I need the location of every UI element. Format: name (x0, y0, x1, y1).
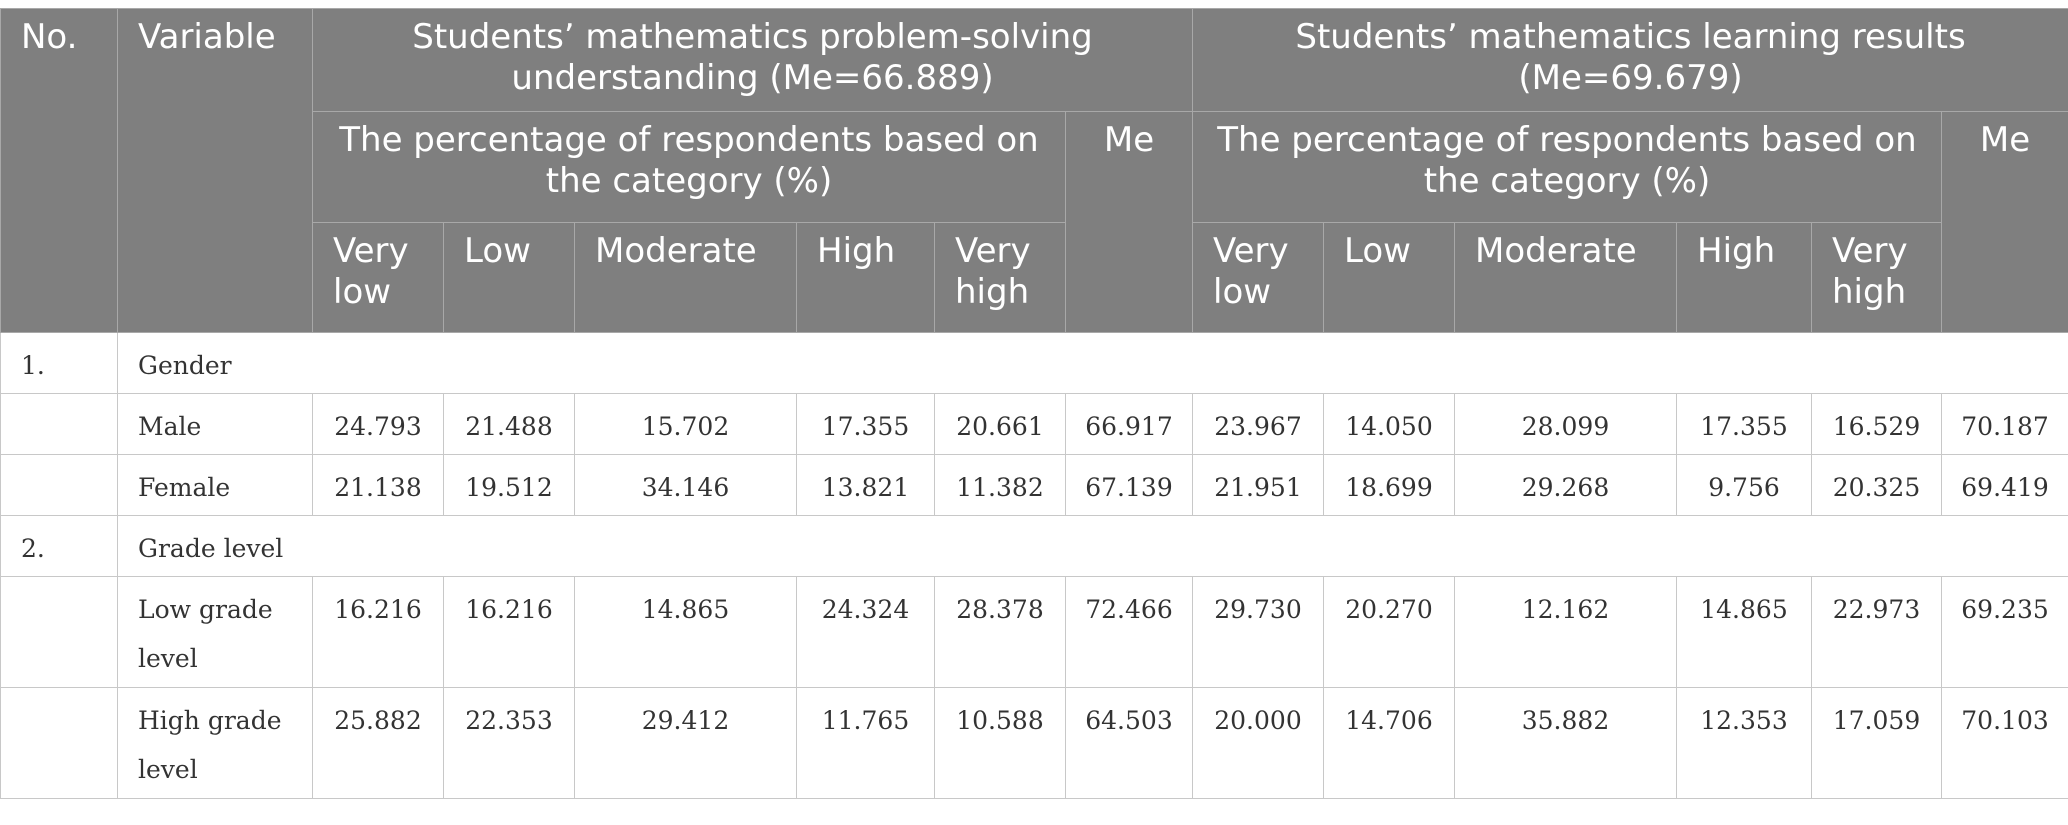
section-number: 2. (0, 515, 118, 577)
section-label: Gender (116, 332, 2068, 394)
value-cell: 14.865 (574, 576, 797, 688)
value-cell: 19.512 (443, 454, 575, 516)
header-very-low-2: Very low (1192, 222, 1324, 333)
variable-label: Female (117, 454, 313, 516)
header-me-2: Me (1940, 111, 2068, 333)
header-high-1: High (796, 222, 935, 333)
header-low-1: Low (443, 222, 575, 333)
header-me-1: Me (1065, 111, 1193, 333)
table-row: Male 24.793 21.488 15.702 17.355 20.661 66.917… (0, 393, 2068, 455)
value-cell: 21.951 (1192, 454, 1324, 516)
header-variable: Variable (117, 8, 313, 333)
value-cell: 72.466 (1065, 576, 1193, 688)
value-cell: 29.730 (1192, 576, 1324, 688)
value-cell: 21.488 (443, 393, 575, 455)
section-number: 1. (0, 332, 118, 394)
value-cell: 14.050 (1323, 393, 1455, 455)
value-cell: 25.882 (312, 687, 444, 799)
variable-label: High grade level (117, 687, 313, 799)
value-cell: 70.187 (1940, 393, 2068, 455)
table-row: High grade level 25.882 22.353 29.412 11.765… (0, 687, 2068, 799)
table-body: 1. Gender Male 24.793 21.488 15.702 17.355 20.6… (0, 332, 2068, 799)
value-cell: 20.270 (1323, 576, 1455, 688)
value-cell: 66.917 (1065, 393, 1193, 455)
value-cell: 10.588 (934, 687, 1066, 799)
value-cell: 21.138 (312, 454, 444, 516)
value-cell: 64.503 (1065, 687, 1193, 799)
header-learning-results-group: Students’ mathematics learning results (… (1191, 8, 2068, 112)
section-row: 2. Grade level (0, 515, 2068, 577)
value-cell: 17.059 (1811, 687, 1942, 799)
value-cell: 20.000 (1192, 687, 1324, 799)
value-cell: 20.325 (1811, 454, 1942, 516)
section-row: 1. Gender (0, 332, 2068, 394)
header-low-2: Low (1323, 222, 1455, 333)
header-high-2: High (1676, 222, 1812, 333)
value-cell: 18.699 (1323, 454, 1455, 516)
value-cell: 20.661 (934, 393, 1066, 455)
value-cell: 17.355 (1676, 393, 1812, 455)
header-moderate-2: Moderate (1454, 222, 1677, 333)
value-cell: 16.216 (443, 576, 575, 688)
value-cell: 13.821 (796, 454, 935, 516)
header-no: No. (0, 8, 118, 333)
value-cell: 22.973 (1811, 576, 1942, 688)
value-cell: 9.756 (1676, 454, 1812, 516)
header-problem-solving-group: Students’ mathematics problem-solving un… (312, 8, 1193, 112)
header-very-low-1: Very low (312, 222, 444, 333)
value-cell: 69.235 (1940, 576, 2068, 688)
value-cell: 11.382 (934, 454, 1066, 516)
variable-label: Male (117, 393, 313, 455)
value-cell: 16.216 (312, 576, 444, 688)
empty-cell (0, 393, 118, 455)
value-cell: 24.793 (312, 393, 444, 455)
value-cell: 28.378 (934, 576, 1066, 688)
value-cell: 15.702 (574, 393, 797, 455)
value-cell: 23.967 (1192, 393, 1324, 455)
empty-cell (0, 687, 118, 799)
header-moderate-1: Moderate (574, 222, 797, 333)
section-label: Grade level (116, 515, 2068, 577)
table-row: Female 21.138 19.512 34.146 13.821 11.382 67.1… (0, 454, 2068, 516)
value-cell: 17.355 (796, 393, 935, 455)
value-cell: 14.865 (1676, 576, 1812, 688)
value-cell: 29.412 (574, 687, 797, 799)
table-row: Low grade level 16.216 16.216 14.865 24.324 2… (0, 576, 2068, 688)
empty-cell (0, 454, 118, 516)
value-cell: 28.099 (1454, 393, 1677, 455)
value-cell: 12.353 (1676, 687, 1812, 799)
value-cell: 16.529 (1811, 393, 1942, 455)
value-cell: 14.706 (1323, 687, 1455, 799)
header-percentage-group-2: The percentage of respondents based on t… (1192, 111, 1942, 223)
results-table: No. Variable Students’ mathematics probl… (0, 8, 2068, 799)
value-cell: 69.419 (1940, 454, 2068, 516)
value-cell: 34.146 (574, 454, 797, 516)
header-percentage-group-1: The percentage of respondents based on t… (312, 111, 1066, 223)
header-very-high-1: Very high (934, 222, 1066, 333)
variable-label: Low grade level (117, 576, 313, 688)
empty-cell (0, 576, 118, 688)
value-cell: 24.324 (796, 576, 935, 688)
value-cell: 70.103 (1940, 687, 2068, 799)
value-cell: 11.765 (796, 687, 935, 799)
value-cell: 12.162 (1454, 576, 1677, 688)
header-very-high-2: Very high (1811, 222, 1942, 333)
value-cell: 22.353 (443, 687, 575, 799)
value-cell: 67.139 (1065, 454, 1193, 516)
value-cell: 29.268 (1454, 454, 1677, 516)
value-cell: 35.882 (1454, 687, 1677, 799)
